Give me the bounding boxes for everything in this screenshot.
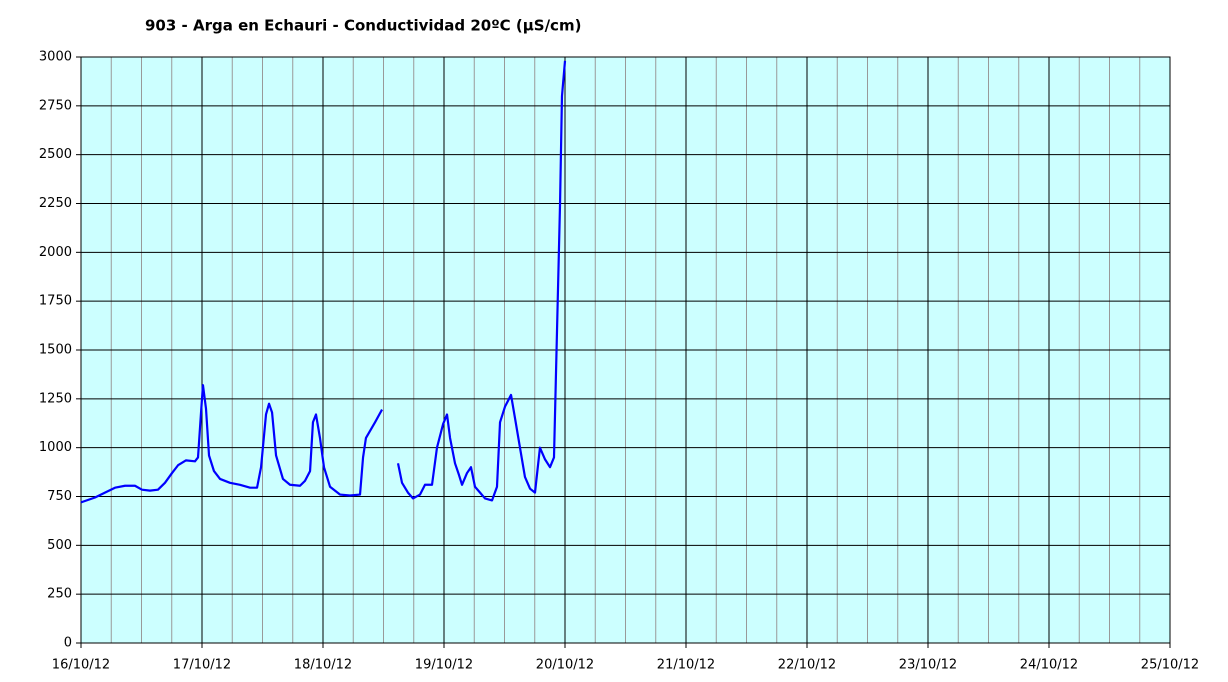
y-tick-label: 1000: [39, 440, 72, 455]
x-tick-label: 18/10/12: [294, 658, 352, 673]
x-tick-label: 21/10/12: [657, 658, 715, 673]
data-line: [396, 60, 567, 502]
y-tick-label: 2500: [39, 147, 72, 162]
y-tick-label: 2250: [39, 196, 72, 211]
y-tick-label: 3000: [39, 50, 72, 65]
x-tick-label: 19/10/12: [415, 658, 473, 673]
y-tick-label: 1250: [39, 391, 72, 406]
x-tick-label: 17/10/12: [173, 658, 231, 673]
x-tick-label: 25/10/12: [1141, 658, 1199, 673]
y-tick-label: 2000: [39, 245, 72, 260]
x-tick-label: 16/10/12: [52, 658, 110, 673]
y-tick-label: 1750: [39, 294, 72, 309]
y-tick-label: 500: [47, 538, 72, 553]
y-tick-label: 2750: [39, 98, 72, 113]
x-tick-label: 23/10/12: [899, 658, 957, 673]
y-tick-label: 750: [47, 489, 72, 504]
x-tick-label: 20/10/12: [536, 658, 594, 673]
y-tick-label: 0: [64, 636, 72, 651]
y-tick-label: 250: [47, 587, 72, 602]
data-line: [80, 384, 384, 504]
x-tick-label: 22/10/12: [778, 658, 836, 673]
y-tick-label: 1500: [39, 343, 72, 358]
chart-title: 903 - Arga en Echauri - Conductividad 20…: [145, 17, 581, 35]
x-tick-label: 24/10/12: [1020, 658, 1078, 673]
